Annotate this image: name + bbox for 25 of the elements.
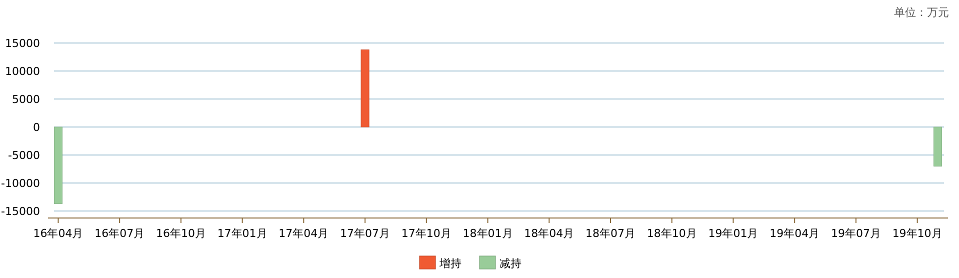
x-tick-label: 19年07月 (830, 227, 881, 240)
x-tick-label: 16年10月 (156, 227, 206, 240)
y-tick-label: -10000 (1, 177, 40, 190)
x-tick-label: 17年01月 (217, 227, 268, 240)
x-tick-label: 17年07月 (340, 227, 390, 240)
x-tick-label: 17年10月 (401, 227, 452, 240)
y-tick-label: 0 (33, 121, 40, 134)
x-tick-label: 19年01月 (708, 227, 758, 240)
y-tick-label: 10000 (5, 65, 40, 78)
y-tick-label: -5000 (8, 149, 40, 162)
x-tick-label: 18年04月 (524, 227, 574, 240)
x-tick-label: 18年01月 (462, 227, 513, 240)
y-tick-label: -15000 (1, 205, 40, 218)
x-tick-label: 19年04月 (770, 227, 820, 240)
y-tick-label: 15000 (5, 37, 40, 50)
legend-label: 减持 (500, 257, 522, 270)
x-tick-label: 18年07月 (586, 227, 636, 240)
x-tick-label: 19年10月 (892, 227, 942, 240)
text: 单位：万元 (894, 6, 949, 19)
x-tick-label: 18年10月 (646, 227, 697, 240)
x-tick-label: 17年04月 (278, 227, 329, 240)
x-tick-label: 16年04月 (33, 227, 84, 240)
x-tick-label: 16年07月 (94, 227, 145, 240)
legend-label: 增持 (438, 257, 462, 270)
y-tick-label: 5000 (12, 93, 40, 106)
